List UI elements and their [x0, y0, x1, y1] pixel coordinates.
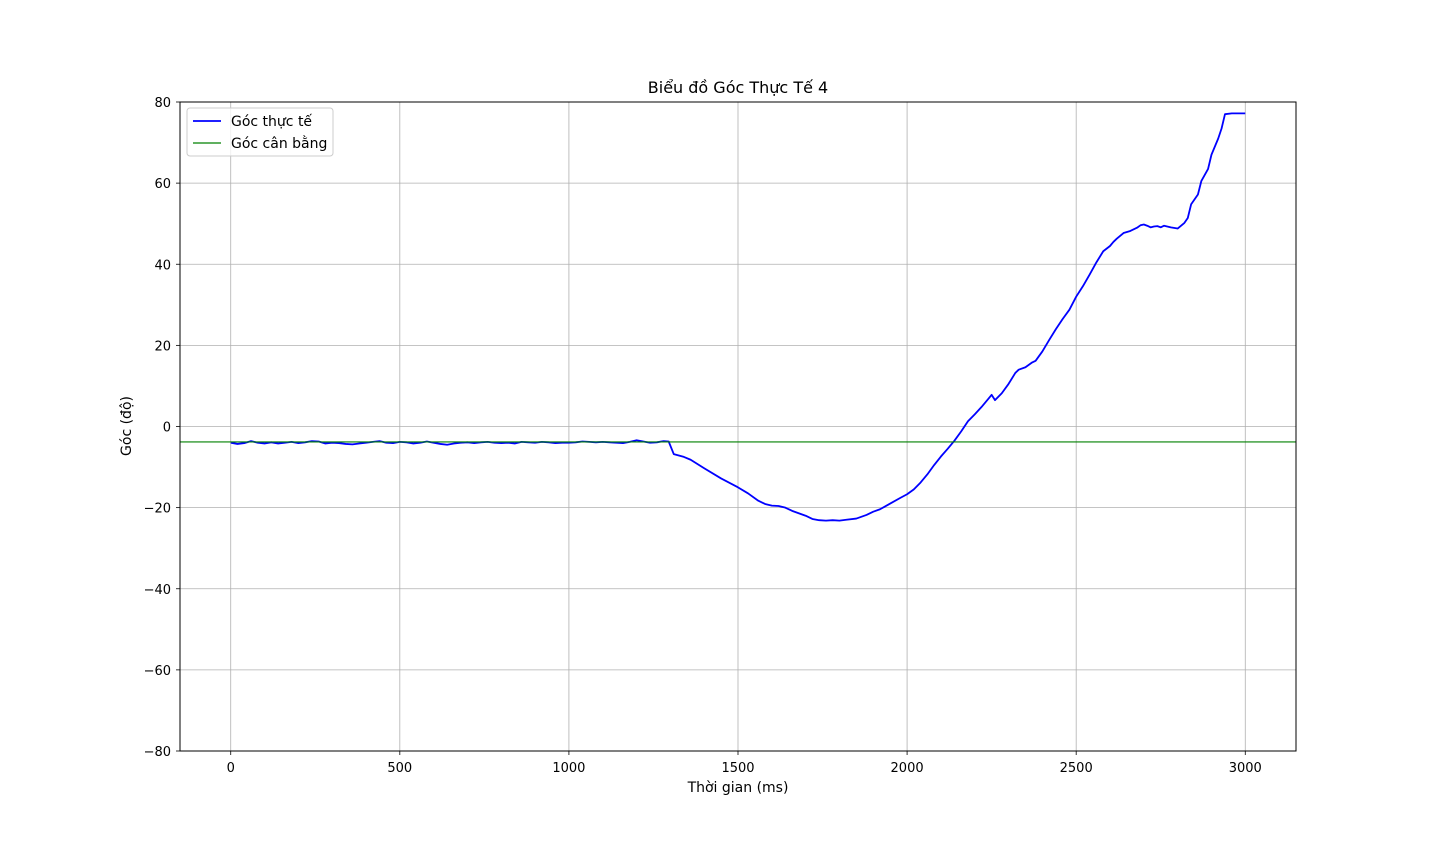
legend: Góc thực tế Góc cân bằng: [186, 107, 334, 157]
x-tick-label: 500: [387, 761, 412, 776]
x-axis-label: Thời gian (ms): [687, 780, 789, 796]
y-axis-label: Góc (độ): [119, 396, 135, 456]
x-tick-label: 2500: [1060, 761, 1093, 776]
x-tick-label: 0: [227, 761, 235, 776]
legend-box: [186, 107, 334, 157]
x-tick-label: 1000: [552, 761, 585, 776]
x-tick-label: 2000: [891, 761, 924, 776]
y-tick-label: 60: [154, 177, 171, 192]
y-tick-label: 20: [154, 339, 171, 354]
legend-label-goc-thuc-te: Góc thực tế: [231, 113, 312, 130]
plot-layer: [180, 112, 1296, 522]
y-tick-label: −80: [144, 745, 171, 760]
legend-label-goc-can-bang: Góc cân bằng: [231, 135, 327, 152]
chart-title: Biểu đồ Góc Thực Tế 4: [648, 78, 828, 97]
y-tick-label: −40: [144, 583, 171, 598]
y-tick-label: −60: [144, 664, 171, 679]
tick-layer: 0 500 1000 1500 2000 2500 3000 −80 −60 −40 −20 0 20 4…: [144, 96, 1262, 776]
grid-layer: [180, 101, 1296, 752]
y-tick-label: 40: [154, 258, 171, 273]
y-tick-label: 80: [154, 96, 171, 111]
x-tick-label: 3000: [1229, 761, 1262, 776]
y-tick-label: −20: [144, 502, 171, 517]
x-tick-label: 1500: [721, 761, 754, 776]
y-tick-label: 0: [163, 421, 171, 436]
